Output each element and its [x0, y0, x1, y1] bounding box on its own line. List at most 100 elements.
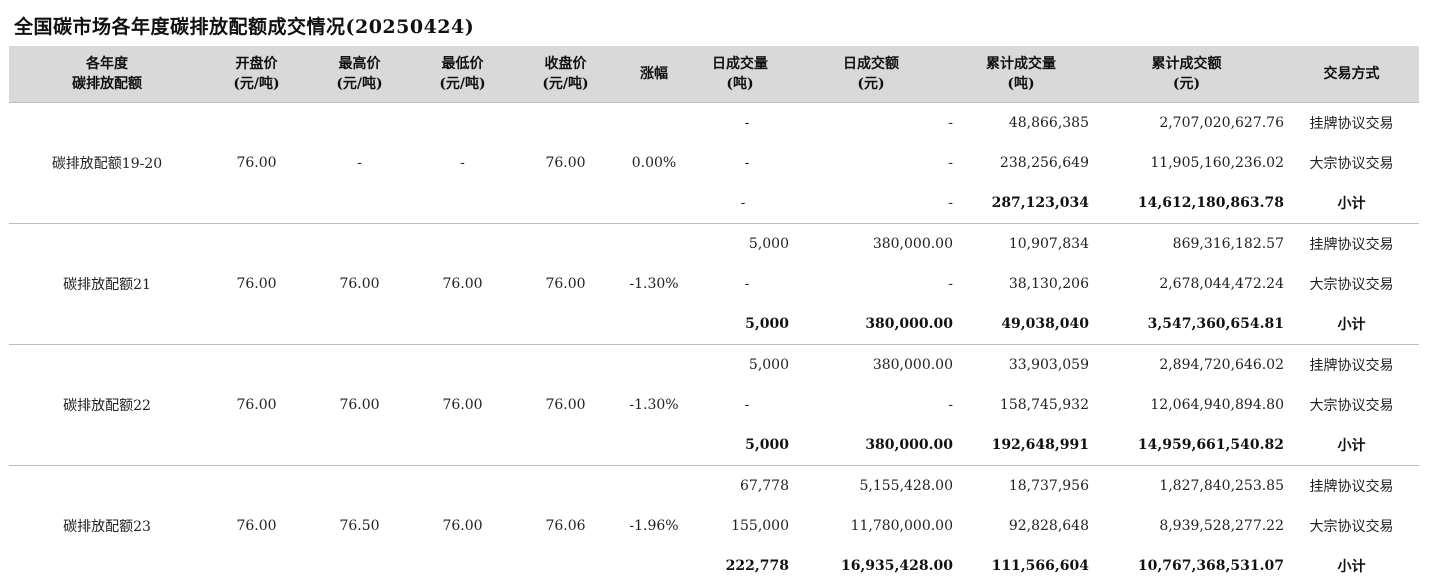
quota-name: 碳排放配额21 — [9, 222, 205, 344]
trade-method: 大宗协议交易 — [1309, 397, 1394, 414]
cumulative-volume: 10,907,834 — [953, 222, 1089, 264]
header-close-price: 收盘价 (元/吨) — [542, 55, 589, 92]
daily-amount: 380,000.00 — [789, 343, 953, 385]
header-low-price: 最低价 (元/吨) — [439, 55, 486, 92]
trade-method: 挂牌协议交易 — [1284, 464, 1419, 506]
subtotal-row: 5,000 380,000.00 192,648,991 14,959,661,… — [9, 425, 1419, 466]
table-row: - - 38,130,206 2,678,044,472.24 大宗协议交易 — [9, 264, 1419, 304]
daily-volume: - — [740, 194, 746, 211]
table-row: 155,000 11,780,000.00 92,828,648 8,939,5… — [9, 506, 1419, 546]
daily-volume: 5,000 — [691, 222, 789, 264]
cumulative-amount: 8,939,528,277.22 — [1159, 517, 1284, 534]
subtotal-row: - - 287,123,034 14,612,180,863.78 小计 — [9, 183, 1419, 224]
price-change: -1.30% — [617, 222, 691, 344]
daily-amount: 11,780,000.00 — [850, 517, 953, 534]
cumulative-volume: 158,745,932 — [999, 396, 1089, 413]
cumulative-amount: 2,678,044,472.24 — [1159, 275, 1284, 292]
close-price: 76.00 — [514, 343, 617, 465]
table-row: 碳排放配额23 76.00 76.50 76.00 76.06 -1.96% 6… — [9, 464, 1419, 586]
close-price: 76.00 — [514, 222, 617, 344]
trade-method: 小计 — [1337, 437, 1366, 454]
open-price: 76.00 — [205, 343, 308, 465]
trade-method: 挂牌协议交易 — [1284, 101, 1419, 143]
cumulative-amount: 10,767,368,531.07 — [1137, 557, 1284, 574]
table-row: 碳排放配额19-20 76.00 - - 76.00 0.00% - - 48,… — [9, 101, 1419, 223]
header-open-price: 开盘价 (元/吨) — [233, 55, 280, 92]
cumulative-amount: 2,894,720,646.02 — [1089, 343, 1284, 385]
low-price: - — [411, 101, 514, 223]
cumulative-amount: 2,707,020,627.76 — [1089, 101, 1284, 143]
cumulative-volume: 287,123,034 — [991, 194, 1089, 211]
daily-volume: 5,000 — [691, 343, 789, 385]
trade-method: 大宗协议交易 — [1309, 276, 1394, 293]
daily-volume: - — [744, 396, 750, 413]
table-row: 碳排放配额22 76.00 76.00 76.00 76.00 -1.30% 5… — [9, 343, 1419, 465]
cumulative-volume: 33,903,059 — [953, 343, 1089, 385]
cumulative-volume: 238,256,649 — [999, 154, 1089, 171]
high-price: 76.00 — [308, 222, 411, 344]
trade-method: 大宗协议交易 — [1309, 155, 1394, 172]
low-price: 76.00 — [411, 343, 514, 465]
header-high-price: 最高价 (元/吨) — [336, 55, 383, 92]
trade-method: 挂牌协议交易 — [1284, 222, 1419, 264]
header-cumulative-amount: 累计成交额 (元) — [1151, 55, 1222, 92]
cumulative-amount: 14,959,661,540.82 — [1137, 436, 1284, 453]
open-price: 76.00 — [205, 464, 308, 586]
daily-amount: - — [948, 154, 953, 171]
page-title: 全国碳市场各年度碳排放配额成交情况(20250424) — [14, 16, 475, 38]
daily-amount: 5,155,428.00 — [789, 464, 953, 506]
cumulative-amount: 14,612,180,863.78 — [1137, 194, 1284, 211]
daily-volume: 222,778 — [725, 557, 789, 574]
cumulative-amount: 12,064,940,894.80 — [1150, 396, 1284, 413]
table-row: 碳排放配额21 76.00 76.00 76.00 76.00 -1.30% 5… — [9, 222, 1419, 344]
cumulative-volume: 111,566,604 — [991, 557, 1089, 574]
trade-method: 小计 — [1337, 316, 1366, 333]
subtotal-row: 5,000 380,000.00 49,038,040 3,547,360,65… — [9, 304, 1419, 345]
header-daily-amount: 日成交额 (元) — [843, 55, 899, 92]
header-trade-method: 交易方式 — [1323, 65, 1380, 82]
quota-name: 碳排放配额22 — [9, 343, 205, 465]
header-change: 涨幅 — [640, 65, 668, 82]
table-row: - - 158,745,932 12,064,940,894.80 大宗协议交易 — [9, 385, 1419, 425]
daily-amount: 380,000.00 — [865, 436, 953, 453]
daily-volume: 5,000 — [745, 315, 789, 332]
high-price: 76.50 — [308, 464, 411, 586]
daily-volume: 67,778 — [691, 464, 789, 506]
cumulative-volume: 18,737,956 — [953, 464, 1089, 506]
open-price: 76.00 — [205, 101, 308, 223]
price-change: 0.00% — [617, 101, 691, 223]
cumulative-amount: 869,316,182.57 — [1089, 222, 1284, 264]
header-daily-volume: 日成交量 (吨) — [712, 55, 768, 92]
daily-volume: - — [744, 154, 750, 171]
low-price: 76.00 — [411, 222, 514, 344]
cumulative-volume: 92,828,648 — [1008, 517, 1089, 534]
daily-volume: 155,000 — [731, 517, 789, 534]
carbon-trading-table: 各年度 碳排放配额 开盘价 (元/吨) 最高价 (元/吨) 最低价 (元/吨) 收盘价(… — [9, 46, 1419, 586]
cumulative-volume: 38,130,206 — [1008, 275, 1089, 292]
price-change: -1.30% — [617, 343, 691, 465]
daily-amount: - — [948, 194, 953, 211]
price-change: -1.96% — [617, 464, 691, 586]
table-row: - - 238,256,649 11,905,160,236.02 大宗协议交易 — [9, 143, 1419, 183]
close-price: 76.00 — [514, 101, 617, 223]
table-header-row: 各年度 碳排放配额 开盘价 (元/吨) 最高价 (元/吨) 最低价 (元/吨) 收盘价(… — [9, 46, 1419, 102]
daily-amount: - — [948, 275, 953, 292]
trade-method: 小计 — [1337, 558, 1366, 575]
trade-method: 大宗协议交易 — [1309, 518, 1394, 535]
cumulative-volume: 192,648,991 — [991, 436, 1089, 453]
subtotal-row: 222,778 16,935,428.00 111,566,604 10,767… — [9, 546, 1419, 586]
daily-amount: 380,000.00 — [865, 315, 953, 332]
cumulative-volume: 49,038,040 — [1001, 315, 1089, 332]
open-price: 76.00 — [205, 222, 308, 344]
daily-amount: 16,935,428.00 — [840, 557, 953, 574]
daily-volume: 5,000 — [745, 436, 789, 453]
daily-amount: - — [948, 396, 953, 413]
high-price: - — [308, 101, 411, 223]
header-year-quota: 各年度 碳排放配额 — [72, 55, 142, 92]
cumulative-amount: 11,905,160,236.02 — [1150, 154, 1284, 171]
daily-amount: - — [789, 101, 953, 143]
quota-name: 碳排放配额19-20 — [9, 101, 205, 223]
cumulative-amount: 3,547,360,654.81 — [1147, 315, 1284, 332]
high-price: 76.00 — [308, 343, 411, 465]
cumulative-amount: 1,827,840,253.85 — [1089, 464, 1284, 506]
